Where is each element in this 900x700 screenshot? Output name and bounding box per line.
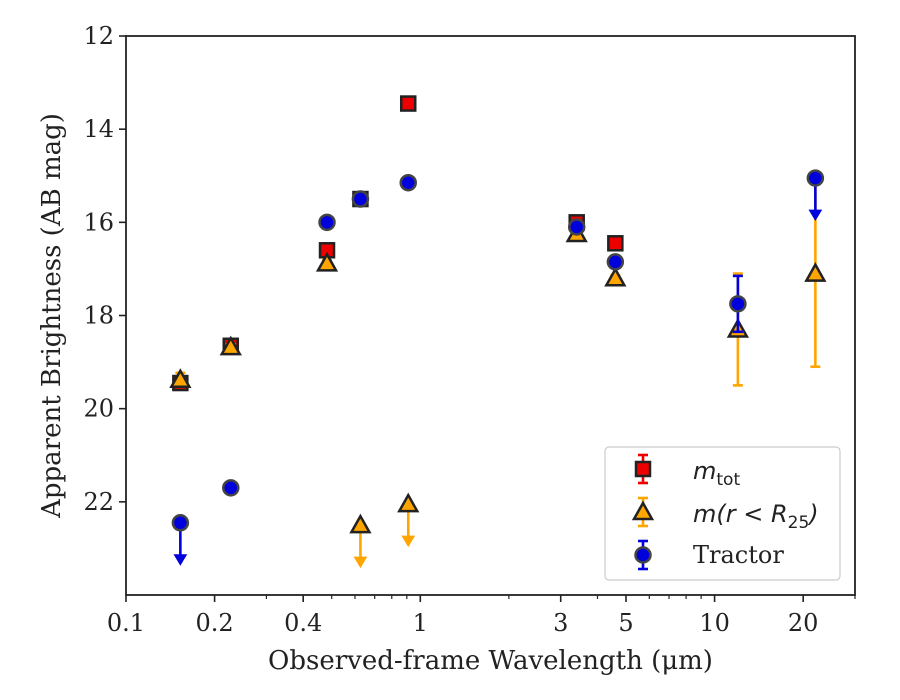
x-tick-label-3: 1 (413, 609, 428, 637)
legend-markers (631, 453, 655, 571)
legend-marker-tractor (634, 546, 652, 564)
axis-ticks: 0.1 0.2 0.4 1 3 5 10 20 12 14 16 18 20 22 (83, 22, 856, 637)
y-tick-label-5: 22 (83, 488, 114, 516)
point-tractor-5 (567, 218, 586, 236)
point-mr25-6 (604, 266, 627, 287)
limit-tractor-8-arrowhead (808, 209, 823, 222)
x-tick-label-4: 3 (553, 609, 568, 637)
limit-tractor-0-arrowhead (173, 554, 188, 566)
limit-mr25-4-arrowhead (401, 535, 416, 548)
point-tractor-0 (171, 514, 190, 532)
x-tick-label-6: 10 (699, 609, 730, 637)
x-tick-label-0: 0.1 (107, 609, 145, 637)
point-tractor-1 (222, 479, 240, 497)
point-tractor-3 (351, 190, 370, 208)
legend-mr25-pre: m(r < R (693, 500, 788, 528)
point-mr25-3 (349, 513, 372, 534)
y-tick-label-2: 16 (83, 208, 114, 236)
plot-area (169, 95, 827, 569)
y-tick-label-0: 12 (83, 22, 114, 50)
point-mr25-4 (397, 492, 420, 513)
x-tick-label-5: 5 (618, 609, 633, 637)
legend-marker-mr25 (631, 500, 655, 521)
legend-mtot-sub: tot (716, 470, 740, 490)
y-tick-label-3: 18 (83, 302, 114, 330)
legend-marker-mtot (634, 460, 652, 478)
legend: mtot m(r < R25) Tractor (604, 446, 841, 581)
y-axis-label: Apparent Brightness (AB mag) (37, 113, 67, 519)
point-mr25-1 (219, 335, 242, 356)
point-tractor-2 (318, 213, 336, 232)
legend-entry-tractor: Tractor (693, 541, 784, 569)
point-tractor-6 (606, 253, 625, 271)
legend-mr25-post: ) (807, 500, 818, 528)
series-tractor (171, 169, 825, 566)
point-mr25-8 (804, 262, 827, 282)
limit-mr25-3-arrowhead (353, 556, 368, 569)
point-tractor-4 (399, 173, 417, 192)
x-tick-label-1: 0.2 (196, 609, 234, 637)
point-mtot-4 (399, 95, 417, 112)
x-axis-label: Observed-frame Wavelength (μm) (268, 646, 713, 676)
point-tractor-8 (806, 169, 825, 187)
y-tick-label-1: 14 (83, 115, 114, 143)
legend-box (604, 446, 841, 581)
legend-entry-mtot: mtot (693, 457, 740, 490)
x-tick-label-7: 20 (788, 609, 819, 637)
point-mr25-0 (169, 368, 192, 389)
y-tick-label-4: 20 (83, 395, 114, 423)
point-mtot-6 (607, 235, 624, 252)
point-mr25-2 (315, 251, 339, 272)
legend-mr25-sub: 25 (788, 513, 810, 533)
x-tick-label-2: 0.4 (284, 609, 322, 637)
legend-entry-mr25: m(r < R25) (693, 500, 819, 533)
point-tractor-7 (729, 295, 747, 313)
legend-mtot-main: m (693, 457, 716, 485)
